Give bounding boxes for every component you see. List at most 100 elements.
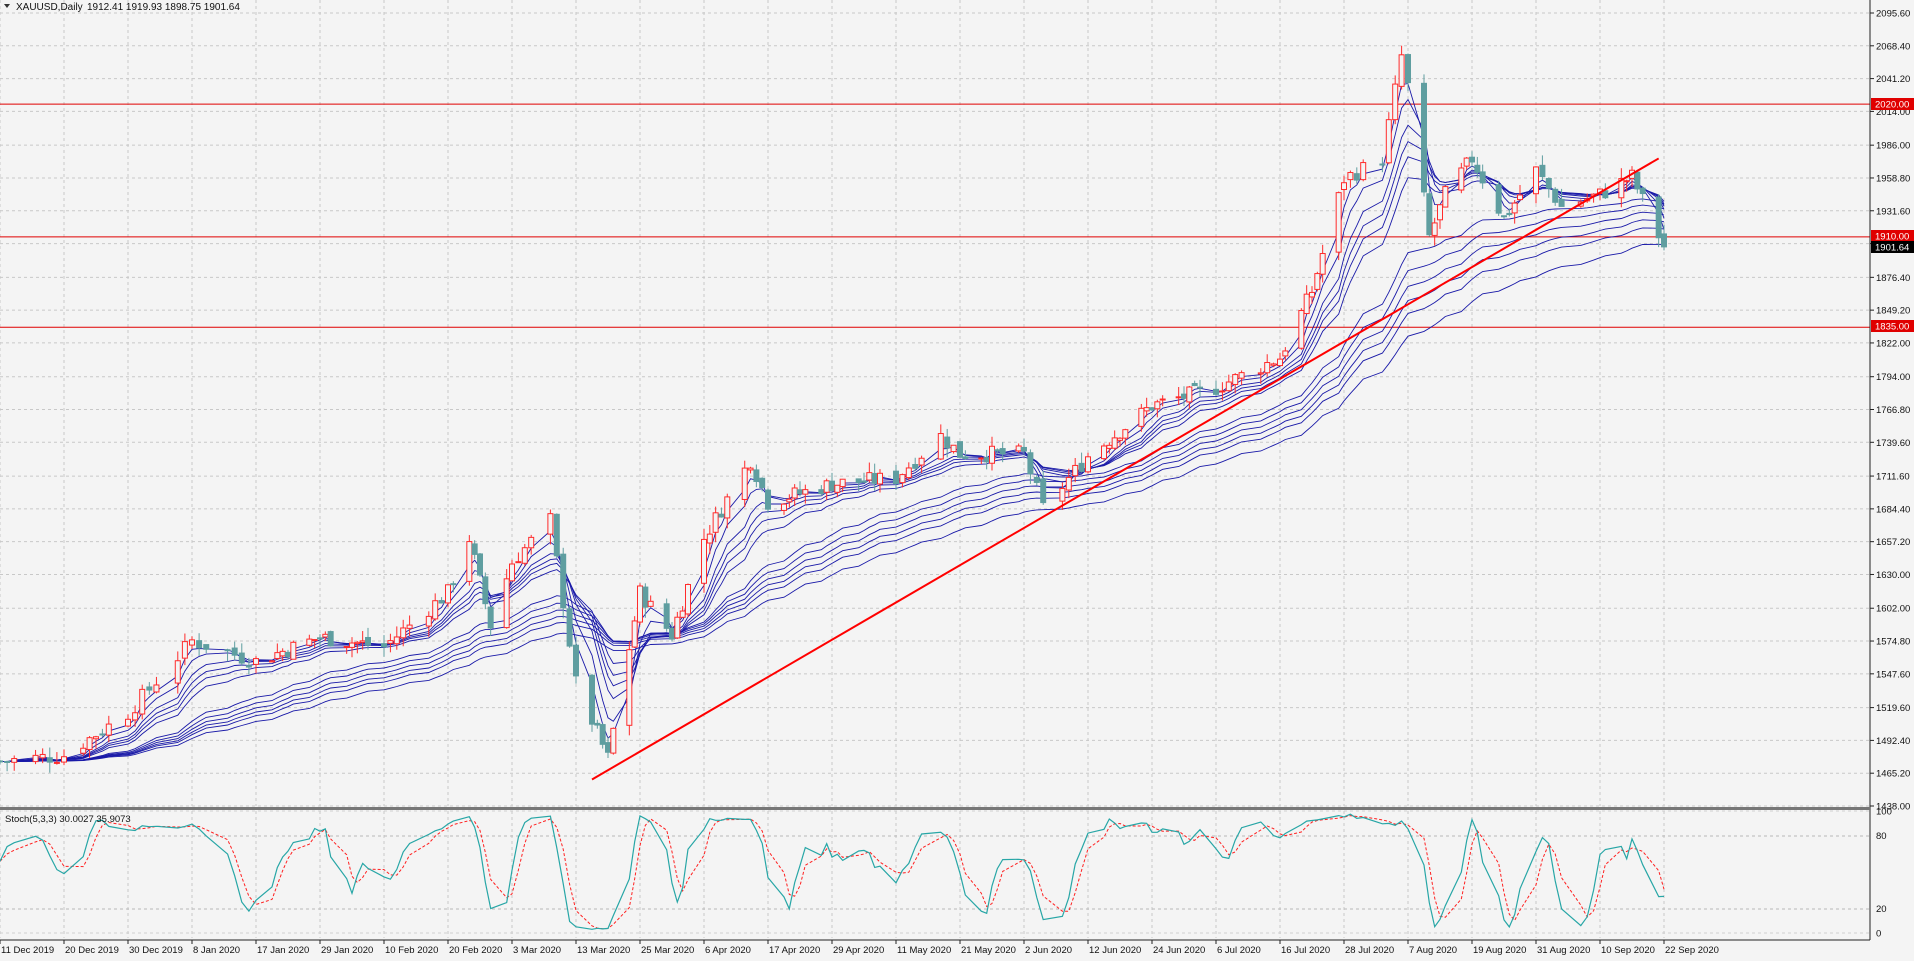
candle-body xyxy=(937,433,944,460)
candle-body xyxy=(1257,372,1264,375)
price-label-2020-bg xyxy=(1871,98,1914,110)
candle-body xyxy=(871,472,878,484)
candle-body xyxy=(1442,186,1449,208)
time-tick-label: 10 Sep 2020 xyxy=(1601,945,1655,956)
time-tick-label: 20 Dec 2019 xyxy=(65,945,119,956)
candle-body xyxy=(1117,437,1123,441)
candle-body xyxy=(747,467,754,471)
candle-body xyxy=(1335,192,1342,253)
candle-body xyxy=(1511,202,1518,214)
candle-body xyxy=(1238,372,1245,379)
price-tick-label: 1986.00 xyxy=(1876,141,1910,152)
candle-body xyxy=(1143,407,1150,412)
candle-body xyxy=(1539,164,1546,177)
price-tick-label: 1438.00 xyxy=(1876,802,1910,813)
candle-body xyxy=(1314,273,1321,290)
candle-body xyxy=(610,727,617,754)
candle-body xyxy=(1431,222,1438,236)
ema-line xyxy=(0,177,1665,763)
candle-body xyxy=(674,616,681,639)
candle-body xyxy=(432,600,439,620)
candle-body xyxy=(1341,182,1347,191)
candle-body xyxy=(957,441,963,458)
time-tick-label: 29 Jan 2020 xyxy=(321,945,373,956)
candle-body xyxy=(685,584,691,615)
candle-body xyxy=(637,585,643,623)
time-tick-label: 7 Aug 2020 xyxy=(1409,945,1457,956)
candle-body xyxy=(365,636,371,646)
candle-body xyxy=(1463,157,1470,167)
candle-body xyxy=(1085,456,1091,473)
time-tick-label: 11 May 2020 xyxy=(897,945,951,956)
candle-body xyxy=(1111,437,1118,449)
candle-body xyxy=(400,627,407,639)
candle-body xyxy=(425,615,432,627)
candle-body xyxy=(1517,194,1523,201)
time-tick-label: 19 Aug 2020 xyxy=(1473,945,1526,956)
candle-body xyxy=(515,561,522,564)
candle-body xyxy=(1421,82,1427,193)
stoch-tick-label: 0 xyxy=(1876,929,1881,940)
stochastic-panel: Stoch(5,3,3) 30.0027 35.9073 100 80 20 0 xyxy=(0,807,1892,940)
candle-body xyxy=(224,649,231,652)
candle-body xyxy=(93,736,99,740)
time-tick-label: 29 Apr 2020 xyxy=(833,945,884,956)
candle-body xyxy=(1501,215,1507,218)
candle-body xyxy=(487,606,494,629)
price-tick-label: 2014.00 xyxy=(1876,107,1910,118)
candle-body xyxy=(1015,445,1022,452)
candle-body xyxy=(1181,393,1187,399)
candle-body xyxy=(706,533,713,544)
ema-line xyxy=(0,204,1665,763)
candle-body xyxy=(406,624,413,629)
candle-body xyxy=(1385,119,1392,164)
candle-body xyxy=(978,457,985,460)
candle-body xyxy=(759,477,766,489)
chart-header: XAUUSD,Daily 1912.41 1919.93 1898.75 190… xyxy=(4,2,240,13)
candle-body xyxy=(701,538,707,584)
price-label-1910-bg xyxy=(1871,230,1914,242)
candle-body xyxy=(642,586,649,608)
dropdown-arrow-icon[interactable] xyxy=(4,4,10,8)
trendline[interactable] xyxy=(591,157,1660,781)
candle-body xyxy=(471,543,478,555)
time-tick-label: 6 Jul 2020 xyxy=(1217,945,1261,956)
candle-body xyxy=(712,512,719,533)
candle-body xyxy=(311,639,318,642)
candle-body xyxy=(1469,156,1475,163)
ohlc-label: 1912.41 1919.93 1898.75 1901.64 xyxy=(87,2,240,13)
candle-body xyxy=(589,674,595,725)
horizontal-levels[interactable] xyxy=(0,103,1870,328)
last-price-label-bg xyxy=(1871,241,1914,253)
candle-body xyxy=(1298,310,1305,349)
price-tick-label: 1739.60 xyxy=(1876,438,1910,449)
candle-body xyxy=(1506,212,1513,216)
candle-body xyxy=(196,640,203,649)
candle-body xyxy=(786,498,793,503)
price-tick-label: 2041.20 xyxy=(1876,74,1910,85)
candle-body xyxy=(477,553,483,576)
price-tick-label: 1931.60 xyxy=(1876,206,1910,217)
candle-body xyxy=(912,463,919,469)
candle-body xyxy=(174,660,181,684)
candle-body xyxy=(599,724,606,745)
candle-body xyxy=(1360,162,1367,181)
candle-body xyxy=(1623,180,1630,183)
candle-body xyxy=(905,467,912,479)
candle-body xyxy=(46,757,53,763)
time-tick-label: 6 Apr 2020 xyxy=(705,945,751,956)
candle-body xyxy=(877,472,883,485)
candle-body xyxy=(718,513,725,518)
time-tick-label: 10 Feb 2020 xyxy=(385,945,438,956)
price-label-2020: 2020.00 xyxy=(1875,100,1909,111)
panel-separator[interactable] xyxy=(0,807,1870,810)
price-tick-label: 1958.80 xyxy=(1876,173,1910,184)
time-tick-label: 13 Mar 2020 xyxy=(577,945,630,956)
price-tick-label: 1574.80 xyxy=(1876,637,1910,648)
candle-body xyxy=(1347,172,1354,181)
stoch-tick-label: 20 xyxy=(1876,904,1887,915)
candle-body xyxy=(1319,253,1326,275)
last-price-label: 1901.64 xyxy=(1875,243,1909,254)
